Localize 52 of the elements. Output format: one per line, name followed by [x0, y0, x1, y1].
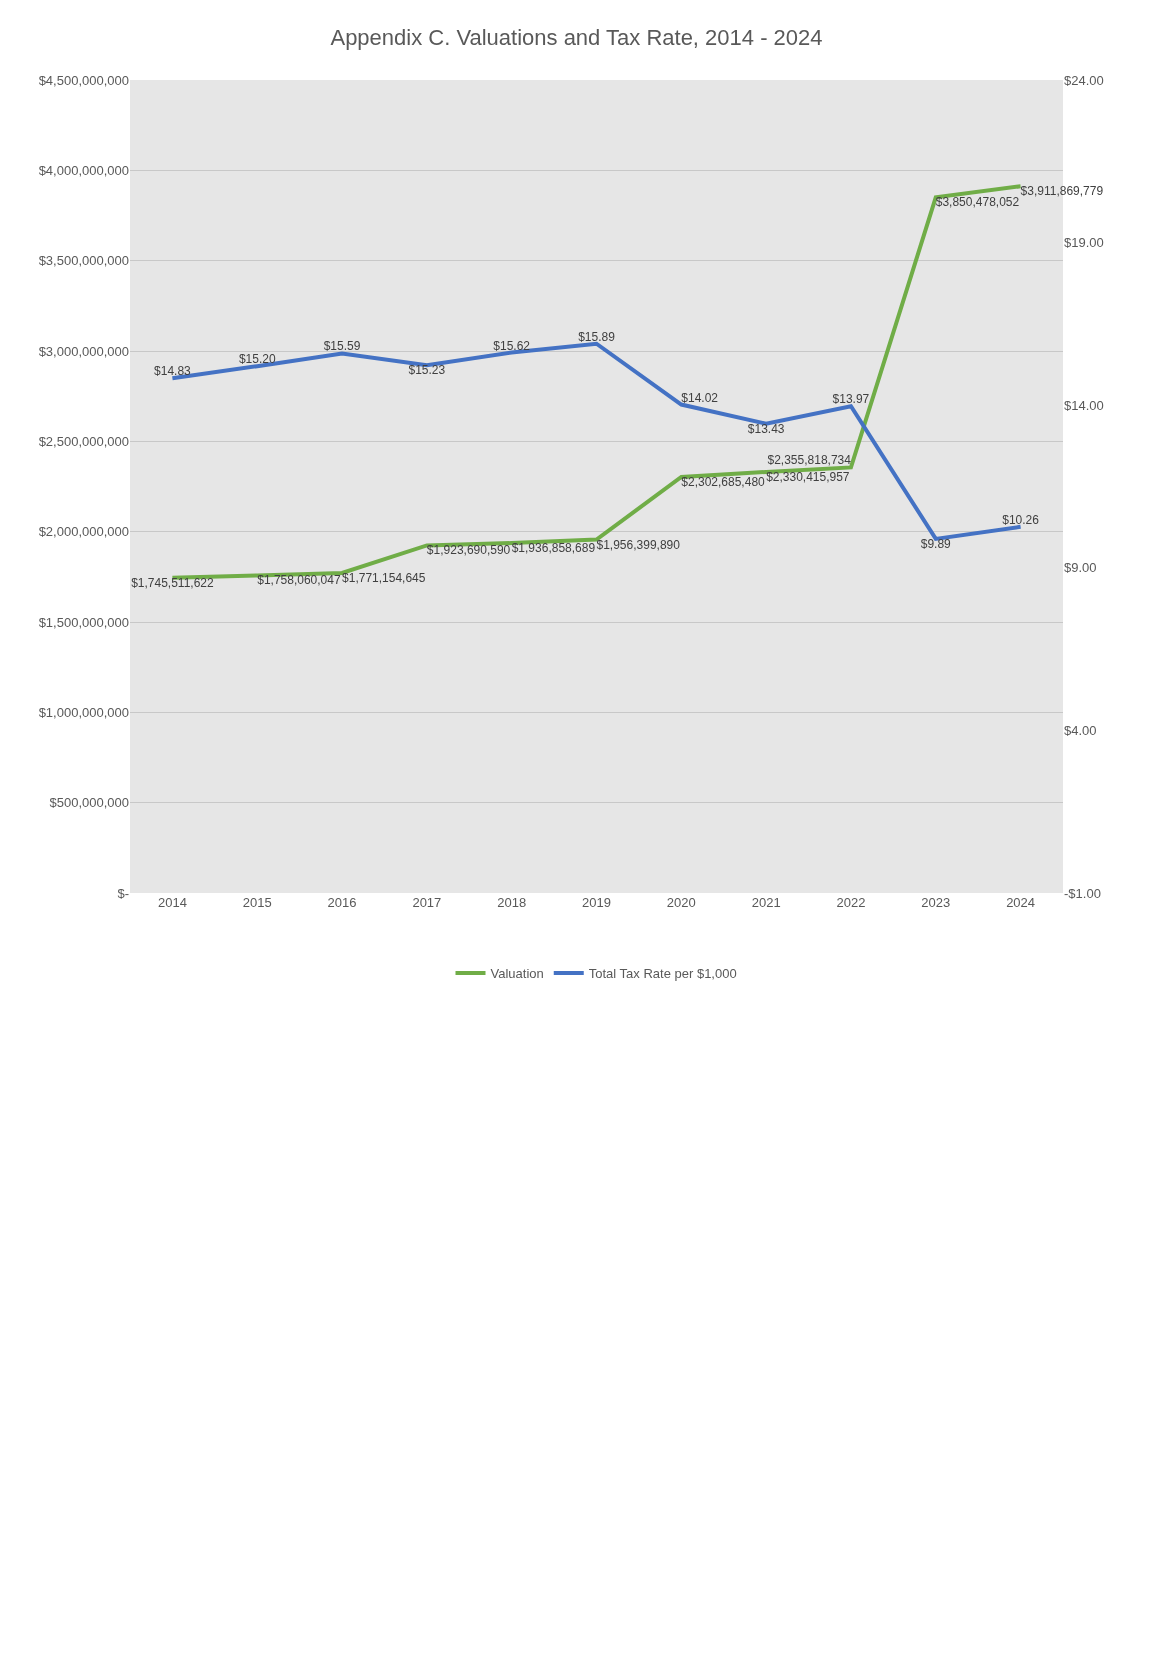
- data-label: $1,923,690,590: [426, 543, 511, 558]
- y-tick-label: $1,500,000,000: [38, 614, 129, 630]
- data-label: $15.20: [238, 352, 276, 367]
- data-label: $2,330,415,957: [766, 469, 850, 484]
- y-tick-label: $3,000,000,000: [38, 343, 129, 359]
- y2-tick-label: $24.00: [1064, 72, 1104, 88]
- y-tick-label: $4,000,000,000: [38, 162, 129, 178]
- data-label: $13.97: [832, 392, 870, 407]
- y2-tick-label: -$1.00: [1064, 885, 1101, 901]
- x-tick-label: 2015: [242, 895, 272, 910]
- y-tick-label: $4,500,000,000: [38, 72, 129, 88]
- x-tick-label: 2019: [582, 895, 611, 910]
- data-label: $15.62: [493, 338, 531, 353]
- data-label: $15.23: [408, 363, 446, 378]
- data-label: $9.89: [920, 536, 952, 551]
- data-label: $14.83: [154, 364, 192, 379]
- x-tick-label: 2024: [1006, 895, 1036, 910]
- y2-tick-label: $9.00: [1064, 560, 1097, 576]
- y2-tick-label: $19.00: [1064, 235, 1104, 251]
- y-tick-label: $2,000,000,000: [38, 524, 129, 540]
- x-tick-label: 2022: [836, 895, 866, 910]
- x-tick-label: 2014: [157, 895, 187, 910]
- x-tick-label: 2018: [497, 895, 527, 910]
- data-label: $1,936,858,689: [511, 541, 596, 556]
- y-tick-label: $2,500,000,000: [38, 433, 129, 449]
- legend-label: Valuation: [490, 966, 544, 982]
- data-label: $14.02: [681, 390, 719, 405]
- data-label: $3,911,869,779: [1020, 184, 1104, 199]
- data-label: $15.59: [323, 339, 361, 354]
- data-label: $15.89: [578, 329, 616, 344]
- x-tick-label: 2016: [327, 895, 357, 910]
- legend-label: Total Tax Rate per $1,000: [588, 966, 737, 982]
- data-label: $3,850,478,052: [935, 195, 1020, 210]
- chart-title: Appendix C. Valuations and Tax Rate, 2014 - 2024: [330, 25, 823, 51]
- data-label: $13.43: [747, 421, 785, 436]
- y2-tick-label: $14.00: [1064, 397, 1104, 413]
- x-tick-label: 2017: [412, 895, 442, 910]
- data-label: $2,302,685,480: [681, 474, 766, 489]
- y2-tick-label: $4.00: [1064, 722, 1097, 738]
- data-label: $1,758,060,047: [257, 573, 341, 588]
- y-tick-label: $3,500,000,000: [38, 253, 129, 269]
- data-label: $2,355,818,734: [767, 453, 852, 468]
- y-tick-label: $500,000,000: [49, 795, 129, 811]
- x-tick-label: 2021: [751, 895, 781, 910]
- y-tick-label: $1,000,000,000: [38, 704, 129, 720]
- data-label: $10.26: [1002, 512, 1040, 527]
- data-label: $1,956,399,890: [596, 537, 681, 552]
- x-tick-label: 2023: [921, 895, 951, 910]
- x-tick-label: 2020: [666, 895, 696, 910]
- y-tick-label: $-: [117, 885, 129, 901]
- data-label: $1,745,511,622: [131, 575, 214, 590]
- data-label: $1,771,154,645: [342, 571, 426, 586]
